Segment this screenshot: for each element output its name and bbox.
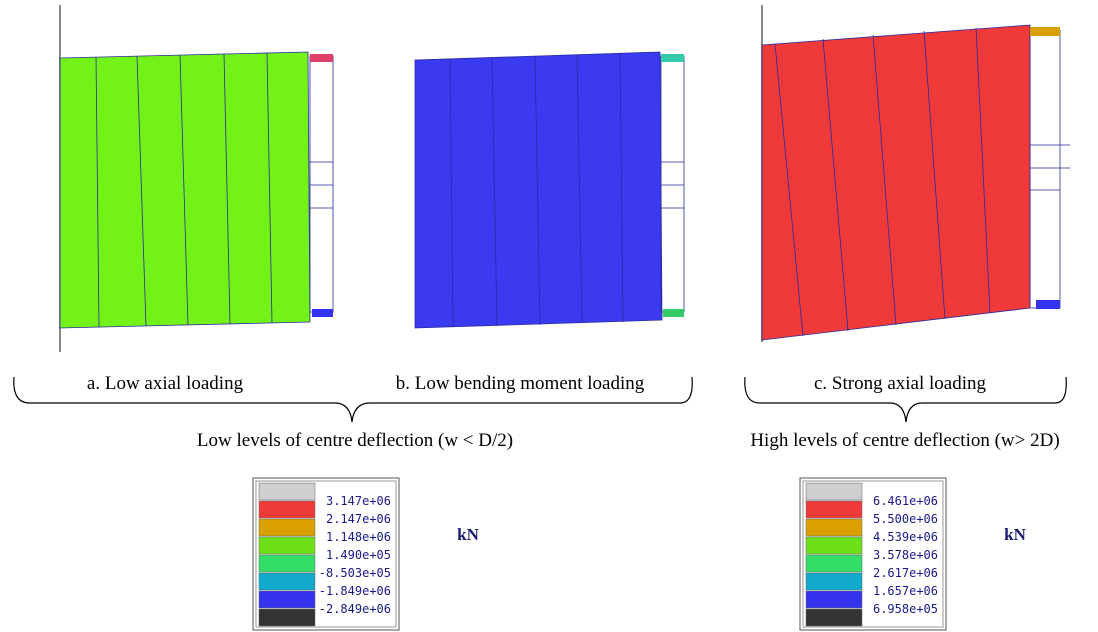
legend-swatch — [806, 573, 862, 590]
figure: a. Low axial loading b. Low bending mome… — [0, 0, 1098, 632]
legend-swatch — [806, 501, 862, 518]
legend-value: 1.148e+06 — [326, 530, 391, 544]
legend-swatch — [806, 519, 862, 536]
caption: c. Strong axial loading — [814, 373, 987, 394]
legend-value: 2.617e+06 — [873, 566, 938, 580]
legend: 6.461e+06 5.500e+06 4.539e+06 3.578e+06 2.61… — [800, 478, 1027, 630]
legend-unit: kN — [1004, 525, 1026, 544]
legend-unit: kN — [457, 525, 479, 544]
legend-swatch — [259, 591, 315, 608]
legend-swatch — [806, 555, 862, 572]
legend-swatch — [806, 591, 862, 608]
legend-swatch — [259, 537, 315, 554]
panel-a — [60, 5, 333, 352]
legend-value: 1.490e+05 — [326, 548, 391, 562]
legend-value: -8.503e+05 — [319, 566, 391, 580]
legend-swatch — [259, 483, 315, 500]
legend-value: 1.657e+06 — [873, 584, 938, 598]
legend-swatch — [806, 483, 862, 500]
caption: b. Low bending moment loading — [396, 373, 645, 394]
panel-c — [762, 5, 1070, 342]
legend-value: 4.539e+06 — [873, 530, 938, 544]
legend-swatch — [259, 609, 315, 626]
legend-swatch — [806, 537, 862, 554]
legend-swatch — [806, 609, 862, 626]
legend-value: 5.500e+06 — [873, 512, 938, 526]
legend-value: 3.578e+06 — [873, 548, 938, 562]
legend-value: -2.849e+06 — [319, 602, 391, 616]
caption: a. Low axial loading — [87, 373, 244, 394]
legend-value: 3.147e+06 — [326, 494, 391, 508]
legend-swatch — [259, 519, 315, 536]
group-label: High levels of centre deflection (w> 2D) — [750, 430, 1059, 451]
group-label: Low levels of centre deflection (w < D/2… — [197, 430, 513, 451]
legend-value: 6.461e+06 — [873, 494, 938, 508]
legend-value: 2.147e+06 — [326, 512, 391, 526]
legend-swatch — [259, 555, 315, 572]
legend: 3.147e+06 2.147e+06 1.148e+06 1.490e+05 -8.5… — [253, 478, 480, 630]
panel-b — [415, 52, 684, 328]
legend-value: 6.958e+05 — [873, 602, 938, 616]
legend-value: -1.849e+06 — [319, 584, 391, 598]
legend-swatch — [259, 501, 315, 518]
legend-swatch — [259, 573, 315, 590]
